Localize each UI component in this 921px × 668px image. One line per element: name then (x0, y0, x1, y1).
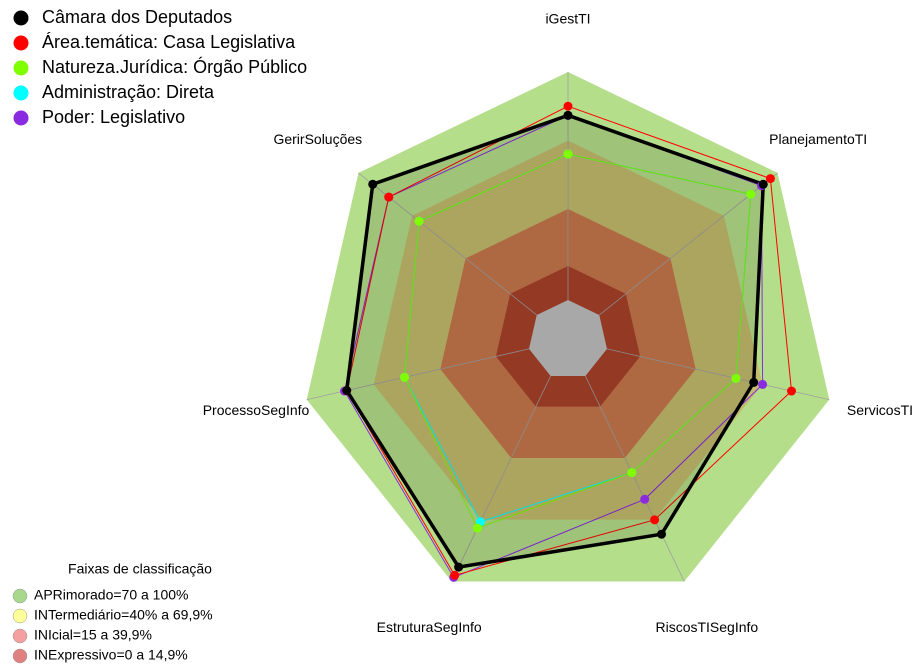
legend-label: Natureza.Jurídica: Órgão Público (42, 56, 307, 77)
point (746, 189, 756, 199)
point (563, 110, 573, 120)
spoke (584, 375, 685, 582)
point (563, 149, 573, 159)
legend-label: Poder: Legislativo (42, 107, 185, 127)
point (400, 372, 410, 382)
band-legend-marker (12, 588, 28, 604)
point (765, 174, 775, 184)
axis-label: iGestTI (545, 11, 590, 27)
axis-label: ServicosTI (847, 402, 913, 418)
legend-marker (13, 35, 29, 51)
point (472, 523, 482, 533)
point (414, 216, 424, 226)
band-legend-marker (12, 608, 28, 624)
point (749, 377, 759, 387)
axis-label: RiscosTISegInfo (655, 619, 758, 635)
point (758, 379, 768, 389)
legend-label: Administração: Direta (42, 82, 215, 102)
point (384, 192, 394, 202)
point (758, 179, 768, 189)
point (342, 386, 352, 396)
point (657, 529, 667, 539)
point (450, 570, 460, 580)
axis-label: ProcessoSegInfo (203, 402, 310, 418)
spoke (451, 375, 552, 582)
point (786, 386, 796, 396)
bands-title: Faixas de classificação (68, 561, 212, 577)
band-legend-label: INIcial=15 a 39,9% (34, 627, 152, 643)
point (454, 562, 464, 572)
series-line (404, 153, 752, 529)
axis-label: PlanejamentoTI (769, 131, 867, 147)
legend-marker (13, 110, 29, 126)
band-legend-marker (12, 628, 28, 644)
band-legend-label: INExpressivo=0 a 14,9% (34, 647, 188, 663)
legend-marker (13, 60, 29, 76)
point (731, 373, 741, 383)
legend-marker (13, 85, 29, 101)
axis-label: GerirSoluções (273, 131, 362, 147)
point (563, 101, 573, 111)
axis-label: EstruturaSegInfo (377, 619, 482, 635)
legend-label: Área.temática: Casa Legislativa (42, 32, 296, 52)
series-line (346, 105, 793, 576)
band-legend-marker (12, 648, 28, 664)
point (640, 494, 650, 504)
point (650, 515, 660, 525)
legend-marker (13, 10, 29, 26)
series-line (344, 113, 766, 569)
legend-label: Câmara dos Deputados (42, 7, 232, 27)
band-legend-label: APRimorado=70 a 100% (34, 587, 189, 603)
point (368, 179, 378, 189)
band-legend-label: INTermediário=40% a 69,9% (34, 607, 213, 623)
center (529, 300, 607, 377)
point (627, 468, 637, 478)
